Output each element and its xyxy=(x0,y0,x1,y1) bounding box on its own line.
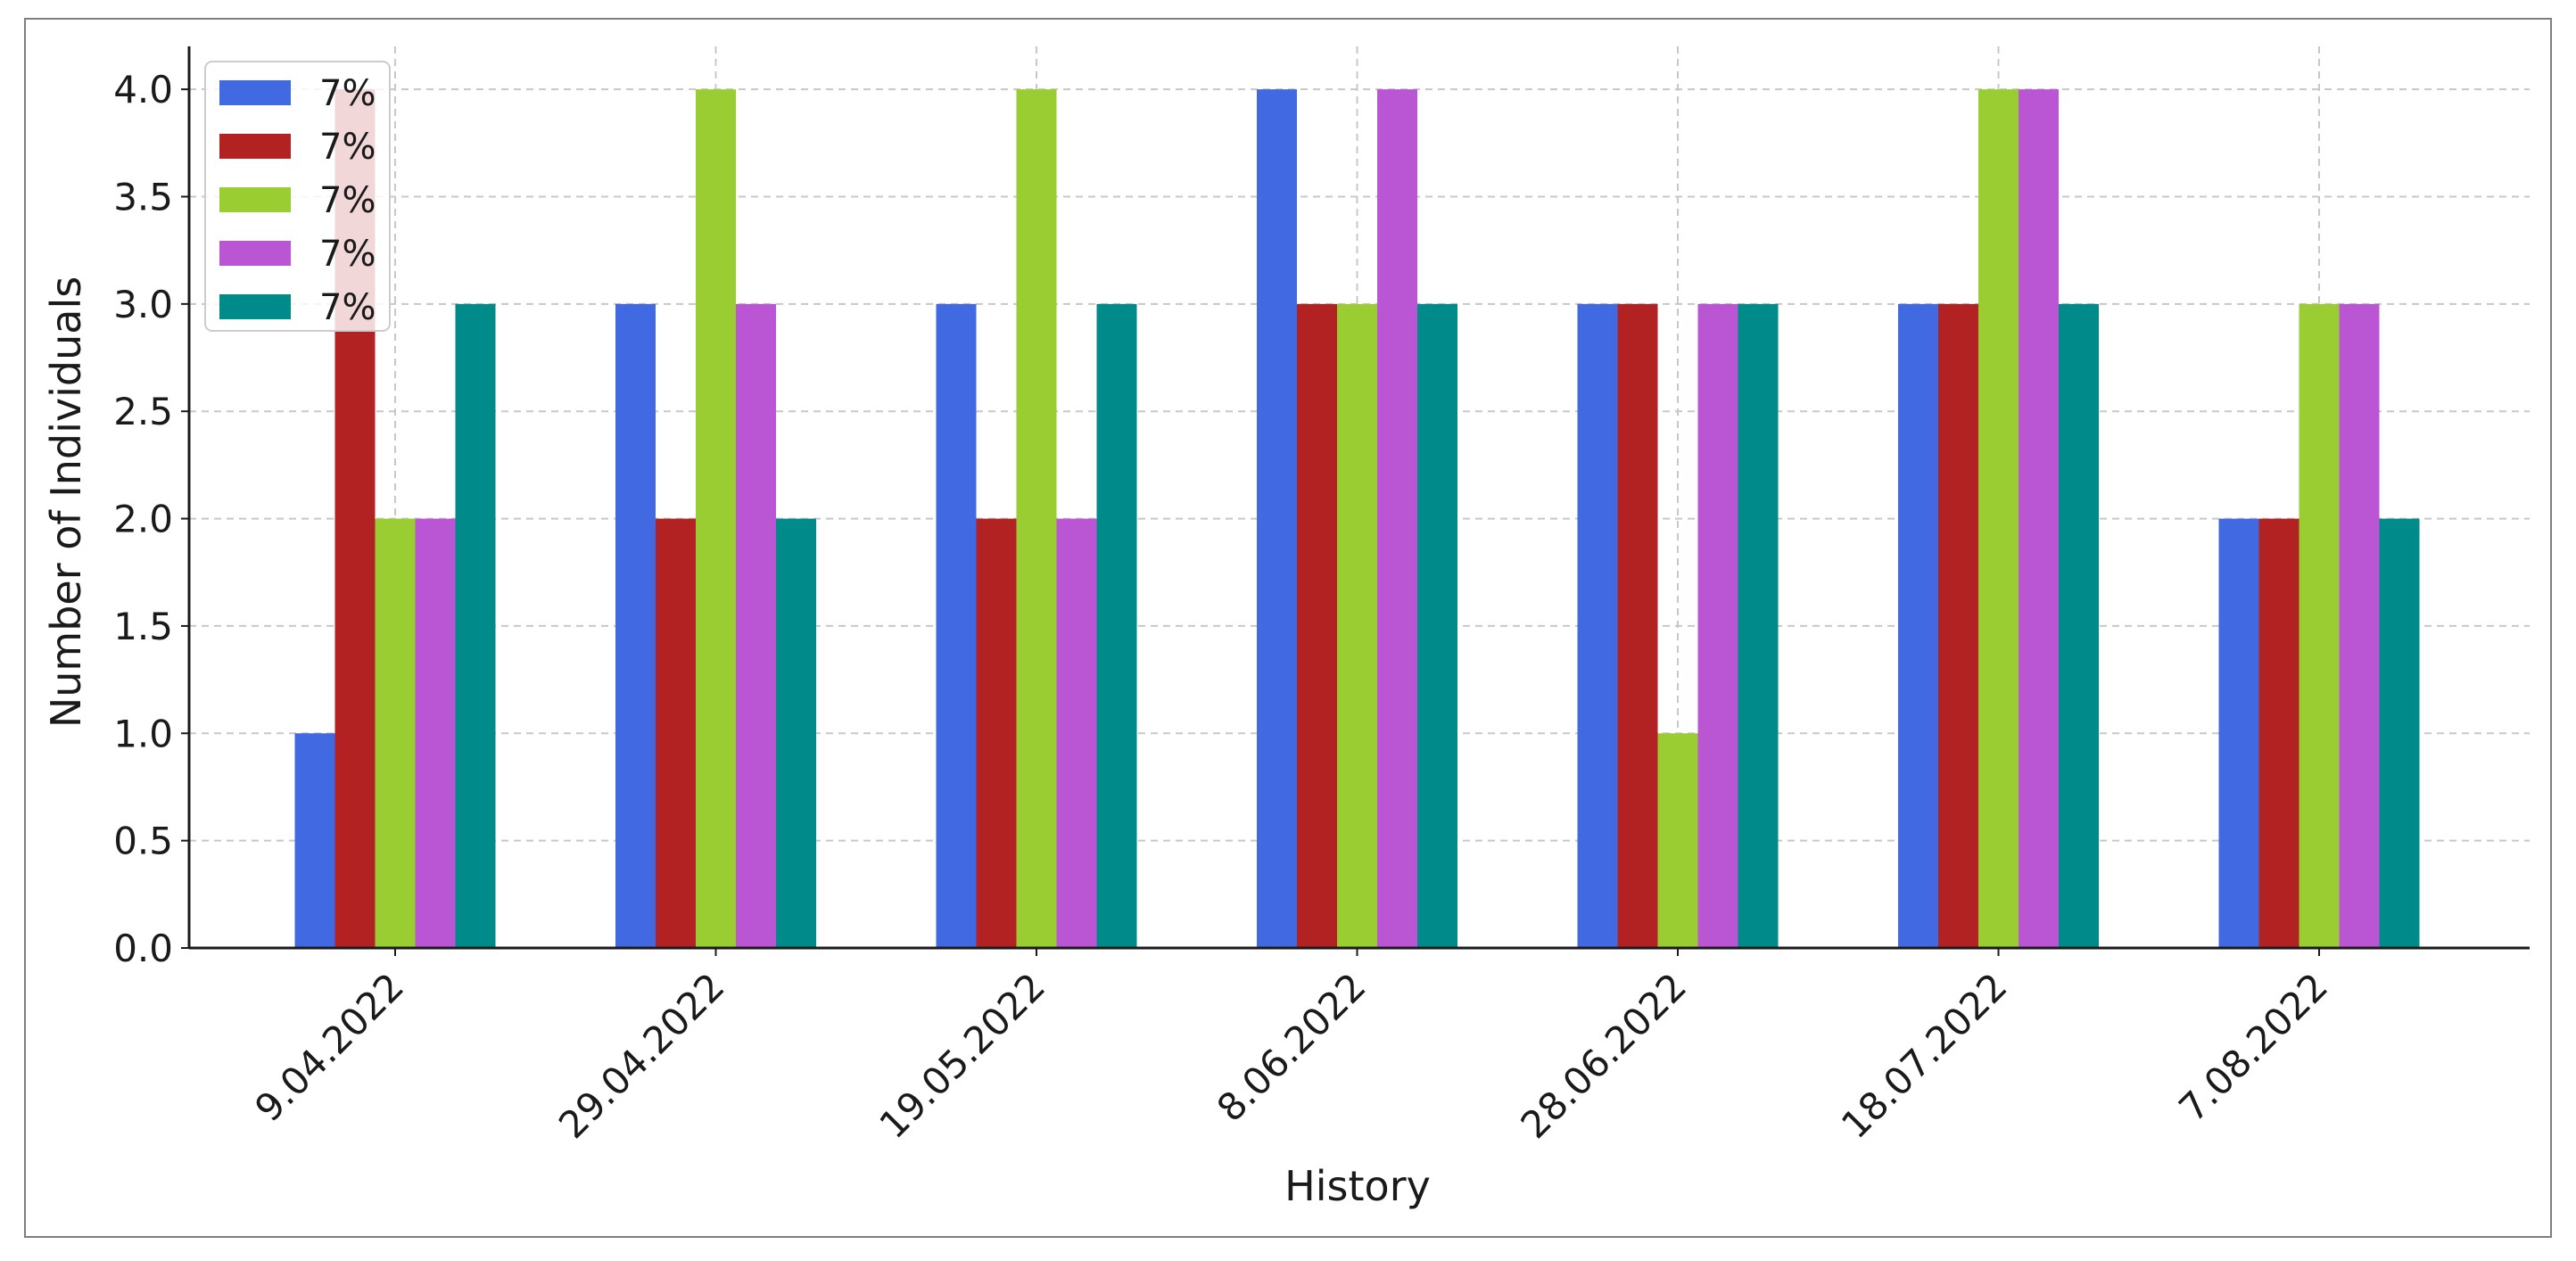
bar xyxy=(1577,303,1618,948)
y-tick-label: 3.0 xyxy=(113,283,173,326)
legend-swatch xyxy=(219,80,291,105)
bar xyxy=(1938,303,1978,948)
bar xyxy=(2379,518,2420,948)
legend-label: 7% xyxy=(319,180,376,221)
bar xyxy=(976,518,1017,948)
bar xyxy=(736,303,776,948)
legend-swatch xyxy=(219,134,291,159)
bar xyxy=(294,733,335,948)
legend-label: 7% xyxy=(319,127,376,168)
bar xyxy=(1898,303,1938,948)
bar xyxy=(615,303,656,948)
legend-swatch xyxy=(219,294,291,319)
y-tick-label: 0.5 xyxy=(113,820,173,863)
bar xyxy=(1016,89,1057,948)
y-tick-label: 2.0 xyxy=(113,498,173,541)
y-tick-label: 4.0 xyxy=(113,68,173,111)
bar xyxy=(1056,518,1097,948)
x-axis-label: History xyxy=(1284,1162,1431,1210)
bars xyxy=(294,89,2420,948)
y-tick-label: 1.5 xyxy=(113,605,173,648)
legend-label: 7% xyxy=(319,73,376,114)
x-tick-label: 8.06.2022 xyxy=(1209,964,1375,1130)
x-tick-label: 28.06.2022 xyxy=(1512,964,1695,1147)
y-tick-label: 3.5 xyxy=(113,176,173,219)
bar xyxy=(415,518,456,948)
y-tick-label: 1.0 xyxy=(113,712,173,755)
bar xyxy=(2059,303,2099,948)
bar xyxy=(2218,518,2259,948)
axes xyxy=(181,46,2530,956)
legend: 7% 7% 7% 7% 7% xyxy=(204,61,391,332)
bar xyxy=(1738,303,1779,948)
bar xyxy=(375,518,416,948)
x-tick-label: 7.08.2022 xyxy=(2170,964,2336,1130)
x-tick-label: 9.04.2022 xyxy=(246,964,412,1130)
bar xyxy=(2339,303,2380,948)
bar xyxy=(1417,303,1457,948)
bar xyxy=(455,303,496,948)
bar xyxy=(1297,303,1337,948)
x-tick-label: 19.05.2022 xyxy=(871,964,1053,1147)
bar xyxy=(1657,733,1698,948)
bar xyxy=(2019,89,2059,948)
legend-label: 7% xyxy=(319,234,376,275)
y-axis-label: Number of Individuals xyxy=(42,276,90,728)
bar xyxy=(1617,303,1658,948)
legend-swatch xyxy=(219,241,291,266)
bar xyxy=(776,518,816,948)
bar xyxy=(1257,89,1297,948)
bar xyxy=(656,518,696,948)
bar xyxy=(696,89,736,948)
bar xyxy=(936,303,977,948)
bar xyxy=(2258,518,2299,948)
bar xyxy=(1377,89,1417,948)
y-tick-label: 0.0 xyxy=(113,927,173,970)
legend-swatch xyxy=(219,187,291,212)
y-tick-labels: 0.0 0.5 1.0 1.5 2.0 2.5 3.0 3.5 4.0 xyxy=(113,68,173,970)
bar xyxy=(1978,89,2019,948)
bar xyxy=(1337,303,1377,948)
legend-label: 7% xyxy=(319,287,376,328)
y-tick-label: 2.5 xyxy=(113,390,173,433)
bar xyxy=(1697,303,1738,948)
bar xyxy=(2299,303,2340,948)
x-tick-label: 29.04.2022 xyxy=(550,964,733,1147)
x-tick-labels: 9.04.2022 29.04.2022 19.05.2022 8.06.2022 28… xyxy=(246,964,2336,1147)
bar xyxy=(1096,303,1137,948)
x-tick-label: 18.07.2022 xyxy=(1833,964,2016,1147)
